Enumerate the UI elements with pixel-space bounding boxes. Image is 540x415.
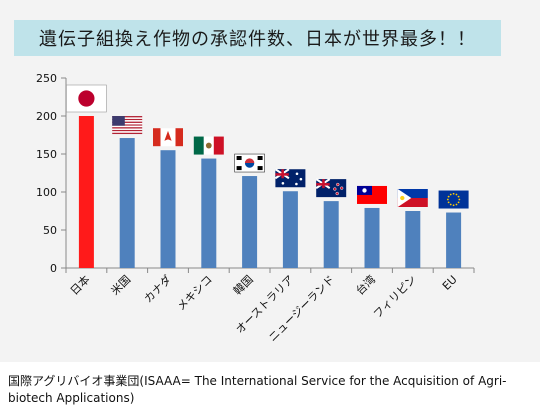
new-zealand-flag bbox=[315, 178, 347, 198]
mexico-flag bbox=[193, 136, 224, 155]
bar-6 bbox=[323, 201, 339, 268]
bar-4 bbox=[242, 176, 258, 268]
bar-8 bbox=[405, 211, 421, 268]
bar-1 bbox=[119, 138, 135, 268]
chart-title: 遺伝子組換え作物の承認件数、日本が世界最多！！ bbox=[14, 20, 501, 56]
y-tick-label: 150 bbox=[36, 148, 57, 161]
bar-2 bbox=[160, 150, 176, 268]
canada-flag bbox=[153, 128, 183, 147]
y-tick-label: 200 bbox=[36, 110, 57, 123]
taiwan-flag bbox=[357, 185, 387, 204]
y-tick-label: 0 bbox=[50, 262, 57, 275]
x-tick-label: 韓国 bbox=[231, 273, 256, 298]
y-tick-label: 100 bbox=[36, 186, 57, 199]
bar-7 bbox=[364, 207, 380, 268]
japan-flag bbox=[66, 84, 107, 113]
x-tick-label: カナダ bbox=[141, 272, 174, 305]
x-tick-label: メキシコ bbox=[175, 273, 215, 313]
philippines-flag bbox=[397, 189, 428, 207]
bar-5 bbox=[282, 191, 298, 268]
australia-flag bbox=[274, 168, 306, 188]
x-tick-label: 米国 bbox=[109, 273, 134, 298]
bar-9 bbox=[446, 212, 462, 268]
x-tick-label: EU bbox=[440, 273, 460, 293]
eu-flag bbox=[438, 190, 469, 209]
source-note: 国際アグリバイオ事業団(ISAAA= The International Ser… bbox=[8, 374, 507, 405]
y-tick-label: 50 bbox=[43, 224, 57, 237]
chart-card: 遺伝子組換え作物の承認件数、日本が世界最多！！ 0 50 100 150 200 250 … bbox=[0, 0, 540, 362]
x-tick-label: フィリピン bbox=[371, 273, 419, 321]
x-tick-label: 台湾 bbox=[353, 272, 378, 297]
usa-flag bbox=[112, 116, 143, 135]
x-tick-label: 日本 bbox=[67, 272, 92, 297]
korea-flag bbox=[234, 153, 265, 173]
bar-0 bbox=[78, 116, 94, 268]
bar-3 bbox=[201, 158, 217, 268]
y-tick-label: 250 bbox=[36, 72, 57, 85]
